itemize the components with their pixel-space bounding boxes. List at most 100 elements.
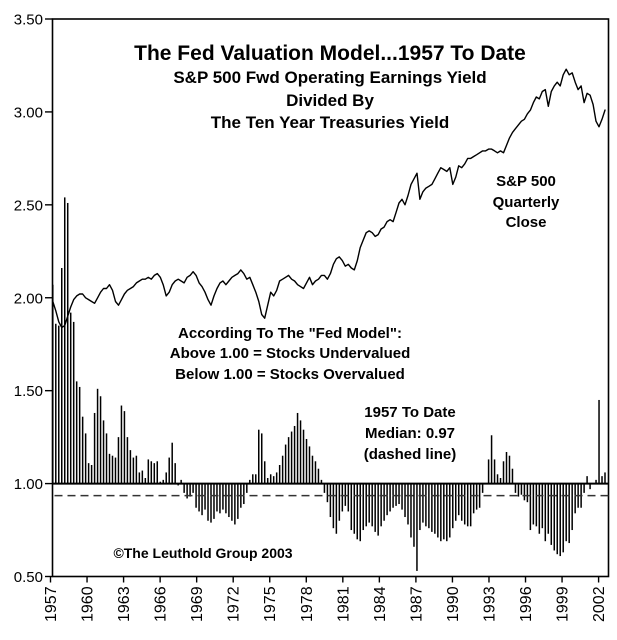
fed-model-bar: [275, 472, 278, 484]
fed-model-bar: [401, 483, 403, 510]
fed-model-bar: [135, 455, 138, 484]
fed-model-bar: [174, 463, 176, 484]
fed-model-bar: [266, 478, 269, 484]
fed-model-bar: [389, 483, 391, 512]
fed-model-bar: [219, 483, 221, 514]
y-axis-tick-label: 1.50: [14, 383, 43, 400]
fed-model-bar: [434, 483, 436, 534]
fed-model-bar: [332, 483, 335, 529]
fed-model-bar: [568, 483, 570, 544]
fed-model-bar: [547, 483, 550, 534]
fed-model-bar: [529, 483, 532, 531]
fed-model-bar: [398, 483, 400, 505]
fed-model-bar: [371, 483, 373, 527]
fed-model-bar: [93, 412, 96, 484]
fed-model-bar: [141, 470, 144, 484]
y-axis-tick-label: 0.50: [14, 569, 43, 586]
fed-model-bar: [556, 483, 558, 555]
fed-model-bar: [108, 453, 111, 484]
fed-model-bar: [353, 483, 356, 534]
fed-model-bar: [428, 483, 430, 529]
fed-model-bar: [443, 483, 445, 540]
fed-model-bar: [147, 459, 150, 484]
x-axis-tick-label: 1978: [299, 586, 316, 622]
fed-model-bar: [517, 483, 520, 497]
fed-model-bar: [58, 325, 60, 484]
fed-model-bar: [302, 429, 305, 484]
fed-model-bar: [586, 476, 588, 484]
fed-model-bar: [437, 483, 439, 538]
fed-model-bar: [365, 483, 367, 527]
fed-model-bar: [120, 405, 123, 484]
fed-model-bar: [204, 483, 206, 510]
fed-model-note-line-2: Above 1.00 = Stocks Undervalued: [169, 345, 411, 363]
fed-model-bar: [571, 483, 573, 531]
fed-model-bar: [323, 483, 326, 493]
fed-model-bar: [559, 483, 561, 557]
chart-subtitle-line-1: S&P 500 Fwd Operating Earnings Yield: [173, 68, 487, 87]
fed-model-bar: [87, 463, 90, 484]
x-axis-tick-label: 1984: [372, 586, 389, 622]
fed-model-bar: [425, 483, 427, 527]
x-axis-tick-label: 1963: [116, 586, 133, 622]
fed-model-bar: [132, 457, 135, 484]
fed-model-bar: [374, 483, 376, 532]
fed-model-bar: [604, 472, 606, 484]
fed-model-bar: [225, 483, 227, 514]
fed-model-bar: [404, 483, 406, 518]
fed-model-bar: [514, 483, 517, 493]
fed-model-bar: [299, 420, 302, 484]
fed-model-bar: [153, 463, 156, 484]
fed-model-bar: [237, 483, 239, 519]
fed-model-bar: [96, 388, 99, 484]
fed-model-bar: [61, 268, 63, 484]
median-note-line-2: Median: 0.97: [364, 425, 456, 442]
fed-model-bar: [419, 483, 421, 531]
fed-model-bar: [66, 202, 69, 484]
fed-model-bar: [198, 483, 200, 512]
x-axis-tick-label: 1966: [153, 586, 170, 622]
fed-model-bar: [281, 455, 284, 484]
fed-model-bar: [72, 321, 75, 484]
fed-model-bar: [207, 483, 209, 521]
fed-model-bar: [168, 457, 170, 484]
fed-model-bar: [455, 483, 457, 521]
fed-model-note-line-3: Below 1.00 = Stocks Overvalued: [175, 365, 405, 383]
sp500-line: [52, 68, 606, 329]
fed-model-bar: [490, 435, 493, 484]
fed-model-bar: [463, 483, 466, 525]
fed-model-bar: [413, 483, 415, 547]
fed-model-bar: [320, 479, 323, 484]
chart-title: The Fed Valuation Model...1957 To Date: [134, 42, 526, 65]
fed-model-bar: [541, 483, 544, 529]
fed-model-bar: [210, 483, 212, 523]
fed-model-bar: [228, 483, 230, 518]
fed-model-bar: [231, 483, 233, 521]
fed-model-bar: [440, 483, 442, 542]
fed-model-bar: [550, 483, 553, 545]
fed-model-bar: [293, 425, 296, 484]
fed-model-bar: [84, 433, 87, 484]
fed-model-bar: [472, 483, 475, 514]
sp500-series-label-line-3: Close: [505, 214, 547, 231]
fed-model-bar: [511, 468, 514, 484]
fed-model-bar: [269, 474, 272, 484]
fed-model-bar: [496, 474, 499, 484]
fed-model-bar: [186, 483, 188, 499]
fed-model-bar: [305, 438, 308, 484]
x-axis-tick-label: 1987: [408, 586, 425, 622]
x-axis-tick-label: 1999: [555, 586, 572, 622]
fed-model-bar: [368, 483, 370, 523]
fed-model-bar: [457, 483, 460, 516]
x-axis-tick-label: 1990: [445, 586, 462, 622]
median-note-line-3: (dashed line): [363, 446, 457, 463]
chart-subtitle-line-2: Divided By: [286, 90, 374, 110]
fed-model-bar: [308, 446, 311, 484]
fed-model-bar: [553, 483, 556, 551]
fed-model-bar: [583, 483, 585, 493]
y-axis-tick-label: 2.00: [14, 290, 43, 307]
fed-model-bar: [162, 479, 164, 484]
fed-model-bar: [123, 411, 126, 484]
fed-model-bar: [150, 461, 153, 484]
